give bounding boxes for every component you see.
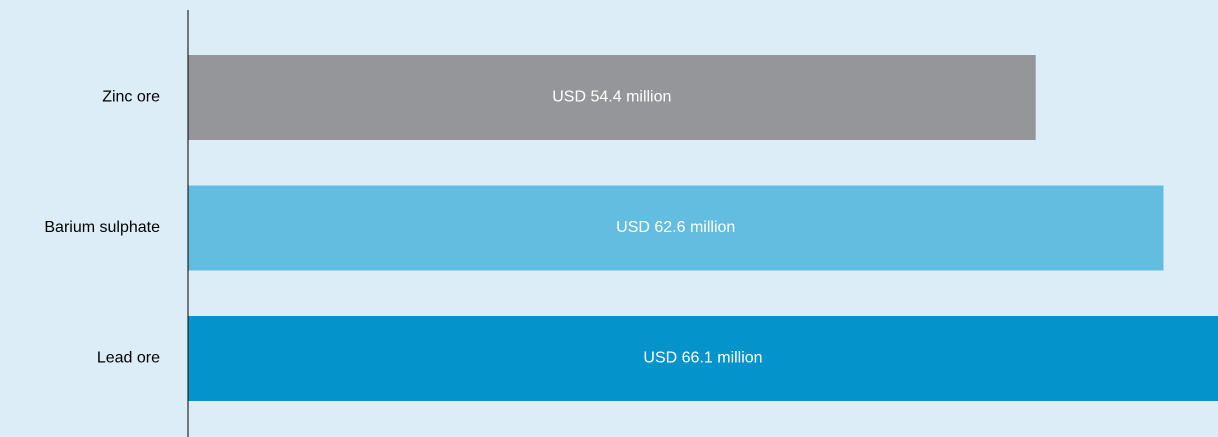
value-label: USD 62.6 million bbox=[616, 219, 735, 236]
category-label: Lead ore bbox=[97, 350, 160, 367]
category-label: Zinc ore bbox=[102, 89, 160, 106]
bar bbox=[188, 316, 1218, 401]
bar bbox=[188, 185, 1164, 271]
category-label: Barium sulphate bbox=[44, 219, 160, 236]
bar bbox=[188, 55, 1036, 140]
value-label: USD 66.1 million bbox=[643, 350, 762, 367]
value-label: USD 54.4 million bbox=[552, 89, 671, 106]
